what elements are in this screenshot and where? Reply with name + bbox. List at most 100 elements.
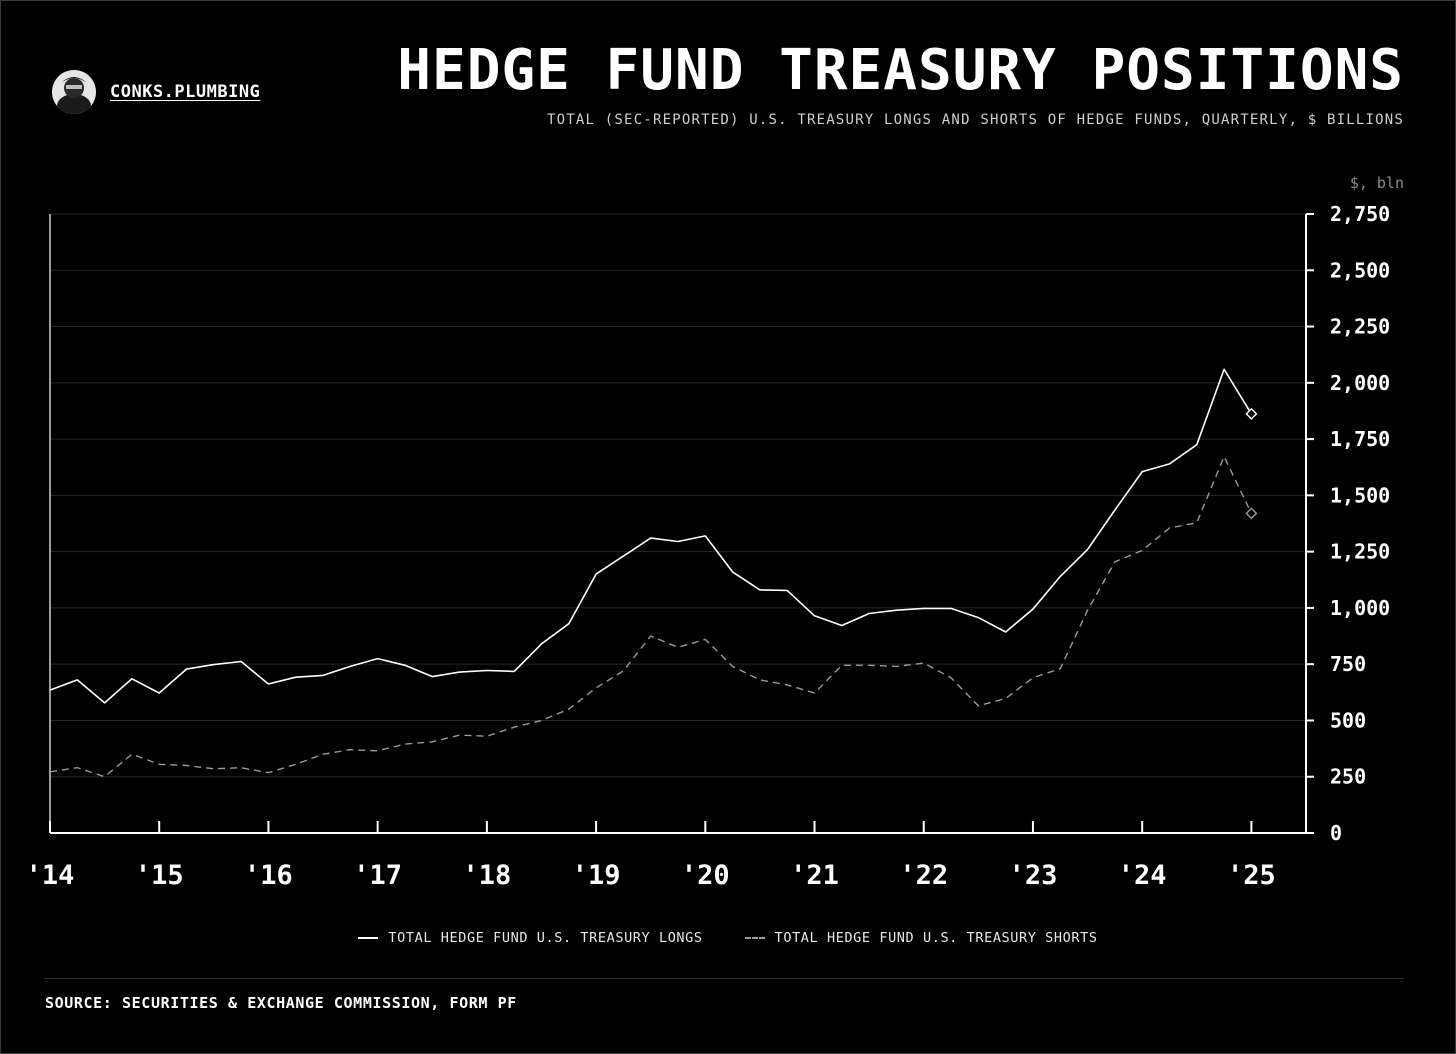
y-tick-label: 2,250 (1330, 315, 1390, 339)
point-shorts (759, 679, 761, 681)
point-longs (950, 607, 952, 609)
point-longs (1004, 631, 1006, 633)
point-longs (841, 624, 843, 626)
point-longs (513, 670, 515, 672)
point-longs (540, 643, 542, 645)
x-tick-label: '24 (1118, 860, 1167, 891)
legend-label-shorts: TOTAL HEDGE FUND U.S. TREASURY SHORTS (774, 930, 1098, 946)
end-marker-longs (1245, 407, 1258, 420)
x-tick-label: '15 (135, 860, 184, 891)
y-tick-label: 1,500 (1330, 483, 1390, 507)
masked-figure-avatar-icon (52, 70, 96, 114)
point-shorts (103, 776, 105, 778)
x-tick-label: '16 (244, 860, 293, 891)
point-longs (49, 689, 51, 691)
y-tick-label: 500 (1330, 708, 1366, 732)
point-longs (595, 573, 597, 575)
point-longs (322, 674, 324, 676)
point-longs (185, 668, 187, 670)
point-longs (404, 664, 406, 666)
y-tick-label: 2,000 (1330, 371, 1390, 395)
point-shorts (513, 726, 515, 728)
point-longs (1141, 471, 1143, 473)
point-longs (131, 678, 133, 680)
point-longs (486, 669, 488, 671)
chart-legend: TOTAL HEDGE FUND U.S. TREASURY LONGS TOT… (0, 930, 1456, 946)
point-longs (622, 555, 624, 557)
point-shorts (568, 708, 570, 710)
point-longs (158, 692, 160, 694)
point-longs (786, 589, 788, 591)
point-longs (1223, 368, 1225, 370)
y-tick-label: 750 (1330, 652, 1366, 676)
point-longs (868, 612, 870, 614)
point-shorts (677, 646, 679, 648)
line-chart: 0 250 500 750 1,000 1,250 1,500 1,750 2,000 2,250… (26, 202, 1391, 891)
point-shorts (295, 763, 297, 765)
y-tick-label: 1,000 (1330, 596, 1390, 620)
y-tick-label: 1,250 (1330, 540, 1390, 564)
series-line-longs (49, 368, 1253, 704)
y-axis-unit-label: $, bln (1349, 174, 1404, 192)
x-tick-label: '20 (681, 860, 730, 891)
gridlines (50, 213, 1306, 778)
point-shorts (404, 743, 406, 745)
brand[interactable]: CONKS.PLUMBING (52, 70, 260, 114)
point-shorts (49, 771, 51, 773)
x-tick-label: '25 (1227, 860, 1276, 891)
y-tick-label: 1,750 (1330, 427, 1390, 451)
chart-title: HEDGE FUND TREASURY POSITIONS (397, 38, 1404, 103)
tick-labels: 0 250 500 750 1,000 1,250 1,500 1,750 2,000 2,250… (26, 202, 1391, 891)
point-longs (759, 589, 761, 591)
point-longs (349, 665, 351, 667)
series-line-shorts (49, 455, 1253, 778)
point-shorts (923, 662, 925, 664)
point-longs (731, 571, 733, 573)
point-shorts (267, 771, 269, 773)
point-longs (376, 657, 378, 659)
y-tick-label: 2,500 (1330, 258, 1390, 282)
point-shorts (131, 753, 133, 755)
point-shorts (322, 753, 324, 755)
point-longs (1168, 463, 1170, 465)
point-shorts (595, 687, 597, 689)
x-tick-label: '17 (353, 860, 402, 891)
point-shorts (1223, 455, 1225, 457)
legend-item-shorts: TOTAL HEDGE FUND U.S. TREASURY SHORTS (744, 930, 1098, 946)
point-shorts (1114, 561, 1116, 563)
point-shorts (240, 767, 242, 769)
axes (49, 213, 1314, 834)
legend-label-longs: TOTAL HEDGE FUND U.S. TREASURY LONGS (388, 930, 703, 946)
series-group (49, 368, 1258, 778)
point-shorts (1059, 667, 1061, 669)
point-longs (1032, 608, 1034, 610)
point-shorts (841, 664, 843, 666)
point-shorts (977, 705, 979, 707)
point-shorts (185, 764, 187, 766)
point-shorts (895, 665, 897, 667)
point-shorts (376, 750, 378, 752)
x-tick-label: '14 (26, 860, 75, 891)
dashed-line-swatch-icon (744, 937, 765, 939)
point-shorts (731, 665, 733, 667)
point-longs (1086, 548, 1088, 550)
point-shorts (1196, 522, 1198, 524)
point-longs (267, 683, 269, 685)
x-tick-label: '19 (572, 860, 621, 891)
brand-name-link[interactable]: CONKS.PLUMBING (110, 82, 261, 102)
point-longs (813, 615, 815, 617)
point-longs (213, 663, 215, 665)
point-longs (923, 607, 925, 609)
point-shorts (786, 684, 788, 686)
point-longs (1059, 575, 1061, 577)
point-shorts (1032, 676, 1034, 678)
y-tick-label: 0 (1330, 821, 1342, 845)
point-shorts (1141, 549, 1143, 551)
solid-line-swatch-icon (358, 937, 379, 939)
point-shorts (540, 719, 542, 721)
footer-divider (44, 978, 1404, 979)
x-tick-label: '23 (1009, 860, 1058, 891)
point-longs (76, 679, 78, 681)
point-longs (677, 540, 679, 542)
x-tick-label: '22 (899, 860, 948, 891)
